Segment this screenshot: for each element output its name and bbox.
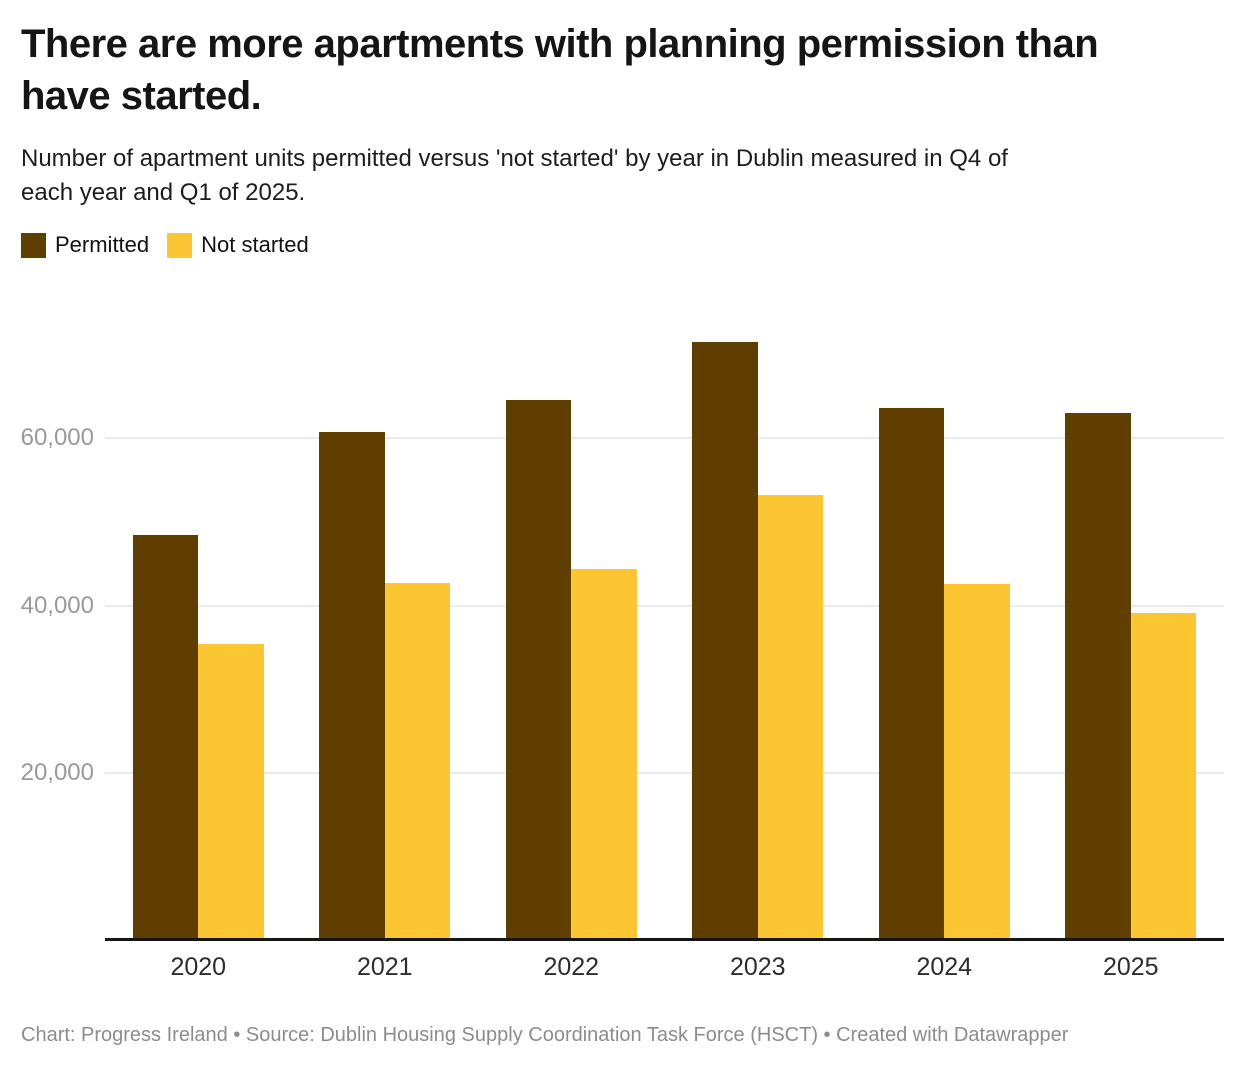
legend-item-not-started: Not started xyxy=(167,232,309,258)
bar-chart: 20,000 40,000 60,000 2020 2021 2022 2023 2024 20… xyxy=(0,300,1240,1000)
bar-not-started-2021[interactable] xyxy=(384,583,451,941)
bar-permitted-2021[interactable] xyxy=(319,431,385,941)
x-tick-label-2022: 2022 xyxy=(543,953,600,981)
legend-swatch-permitted-icon xyxy=(21,232,46,258)
chart-title: There are more apartments with planning … xyxy=(21,22,1099,118)
bar-not-started-2023[interactable] xyxy=(757,495,824,941)
bar-not-started-2022[interactable] xyxy=(571,568,637,941)
y-tick-label-60000: 60,000 xyxy=(20,424,94,452)
bar-permitted-2025[interactable] xyxy=(1065,413,1131,941)
x-tick-label-2025: 2025 xyxy=(1102,953,1159,981)
x-tick-label-2020: 2020 xyxy=(170,953,227,981)
x-tick-label-2024: 2024 xyxy=(916,953,973,981)
legend-label-permitted: Permitted xyxy=(55,232,150,257)
y-tick-label-40000: 40,000 xyxy=(20,591,94,619)
gridline-60000 xyxy=(105,437,1224,440)
bar-permitted-2024[interactable] xyxy=(878,408,945,941)
gridline-40000 xyxy=(105,604,1224,607)
x-axis-line xyxy=(105,938,1224,941)
bar-not-started-2025[interactable] xyxy=(1130,613,1197,941)
y-tick-label-20000: 20,000 xyxy=(20,759,94,787)
bar-not-started-2020[interactable] xyxy=(198,644,264,941)
plot-area xyxy=(105,300,1224,941)
bar-not-started-2024[interactable] xyxy=(944,584,1010,941)
chart-byline: Chart: Progress Ireland • Source: Dublin… xyxy=(21,1024,1069,1046)
bar-permitted-2020[interactable] xyxy=(132,535,199,941)
legend-swatch-not-started-icon xyxy=(167,232,193,258)
x-tick-label-2021: 2021 xyxy=(356,953,413,981)
gridline-20000 xyxy=(105,772,1224,775)
x-tick-label-2023: 2023 xyxy=(729,953,786,981)
legend-label-not-started: Not started xyxy=(201,232,309,257)
chart-legend: Permitted Not started xyxy=(21,232,309,258)
chart-subtitle: Number of apartment units permitted vers… xyxy=(21,145,1008,207)
bar-permitted-2022[interactable] xyxy=(505,399,572,941)
bar-permitted-2023[interactable] xyxy=(692,341,758,941)
legend-item-permitted: Permitted xyxy=(21,232,149,258)
